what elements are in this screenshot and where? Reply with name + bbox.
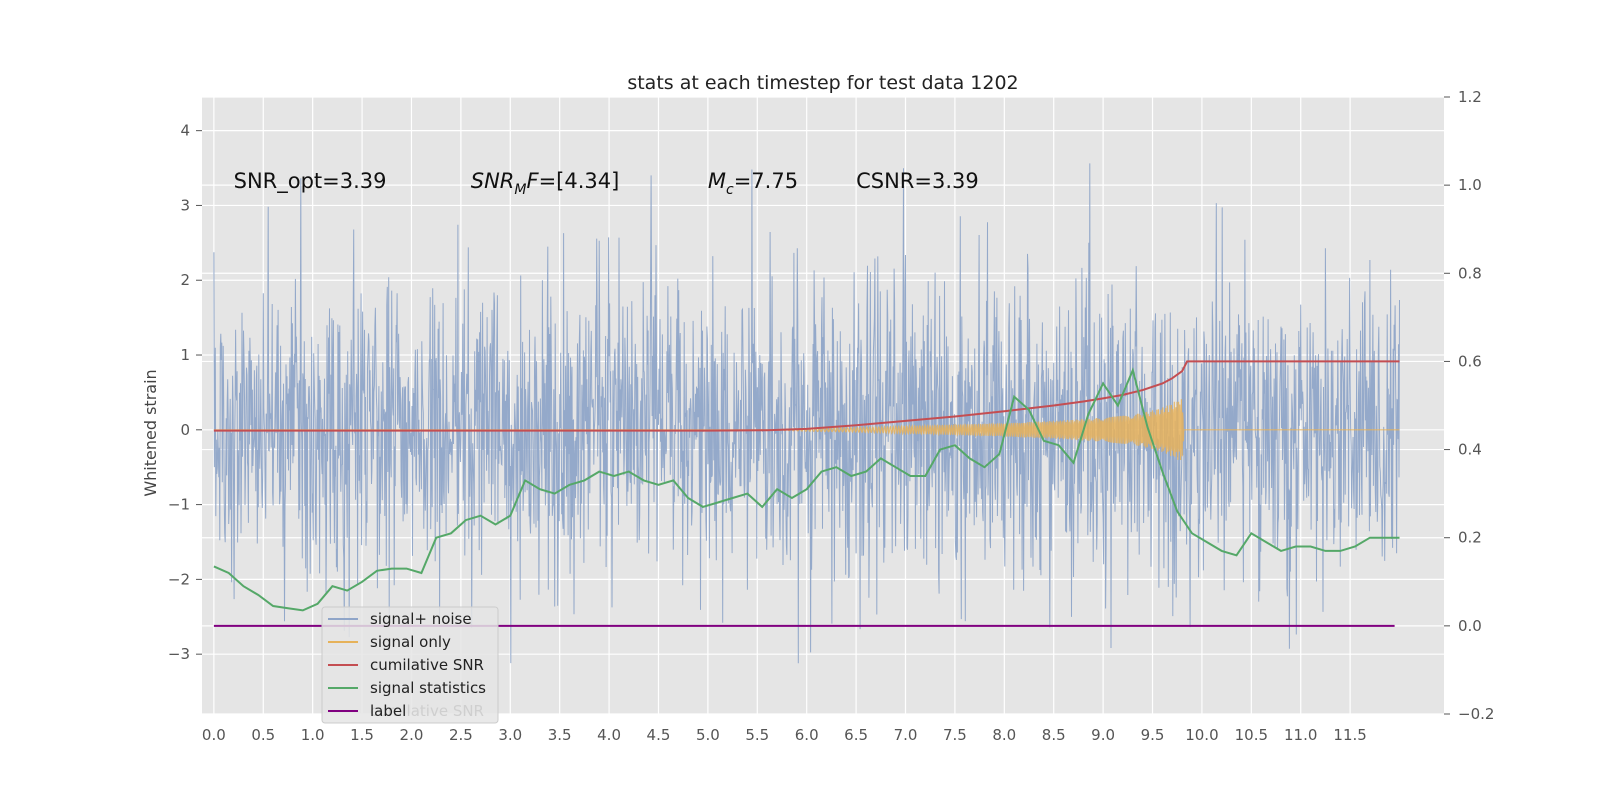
x-tick-label: 6.5	[844, 726, 868, 744]
y-tick-label: 3	[180, 196, 190, 214]
x-tick-label: 10.0	[1185, 726, 1218, 744]
x-tick-label: 8.5	[1042, 726, 1066, 744]
x-tick-label: 8.0	[992, 726, 1016, 744]
y-tick-label: 1	[180, 346, 190, 364]
x-tick-label: 5.0	[696, 726, 720, 744]
x-tick-label: 9.0	[1091, 726, 1115, 744]
y-right-tick-label: 0.8	[1458, 264, 1482, 282]
x-tick-label: 11.0	[1284, 726, 1317, 744]
x-tick-label: 3.5	[548, 726, 572, 744]
legend-label: signal+ noise	[370, 610, 472, 628]
ticks: 0.0 0.5 1.0 1.5 2.0 2.5 3.0 3.5 4.0 4.5 5.0 5.5 6.0 6…	[168, 88, 1495, 744]
x-tick-label: 3.0	[498, 726, 522, 744]
signal-noise-line	[213, 163, 1400, 664]
y-right-tick-label: −0.2	[1458, 705, 1494, 723]
y-tick-label: 0	[180, 421, 190, 439]
annotation-text: SNRMF=[4.34]	[471, 169, 620, 198]
x-tick-label: 7.0	[894, 726, 918, 744]
legend-label: label	[370, 702, 406, 720]
x-tick-label: 2.5	[449, 726, 473, 744]
y-right-tick-label: 1.2	[1458, 88, 1482, 106]
y-tick-label: 4	[180, 122, 190, 140]
y-right-tick-label: 1.0	[1458, 176, 1482, 194]
x-tick-label: 2.0	[400, 726, 424, 744]
x-tick-label: 6.0	[795, 726, 819, 744]
legend: cumilative SNR signal+ noise signal only cu…	[321, 606, 499, 724]
legend-label: signal statistics	[370, 679, 486, 697]
y-right-tick-label: 0.4	[1458, 441, 1482, 459]
x-tick-label: 0.5	[251, 726, 275, 744]
x-tick-label: 1.0	[301, 726, 325, 744]
x-tick-label: 0.0	[202, 726, 226, 744]
x-tick-label: 10.5	[1235, 726, 1268, 744]
annotation-text: CSNR=3.39	[856, 169, 979, 193]
legend-box	[321, 606, 499, 724]
legend-label: cumilative SNR	[370, 656, 484, 674]
y-tick-label: −1	[168, 496, 190, 514]
annotation-text: Mc=7.75	[708, 169, 798, 198]
signal-noise-series	[213, 163, 1400, 664]
annotation-text: SNR_opt=3.39	[234, 169, 387, 194]
y-axis-label: Whitened strain	[141, 369, 160, 496]
annotations: SNR_opt=3.39 SNRMF=[4.34] Mc=7.75 CSNR=3.39	[234, 169, 979, 198]
cumilative-snr-line	[213, 360, 1400, 432]
y-right-tick-label: 0.6	[1458, 352, 1482, 370]
y-right-tick-label: 0.0	[1458, 617, 1482, 635]
x-tick-label: 4.5	[647, 726, 671, 744]
x-tick-label: 9.5	[1141, 726, 1165, 744]
x-tick-label: 7.5	[943, 726, 967, 744]
y-right-tick-label: 0.2	[1458, 529, 1482, 547]
y-tick-label: −3	[168, 645, 190, 663]
x-tick-label: 1.5	[350, 726, 374, 744]
y-tick-label: 2	[180, 271, 190, 289]
chart-title: stats at each timestep for test data 120…	[627, 72, 1018, 94]
legend-label: signal only	[370, 633, 451, 651]
signal-statistics-line	[213, 367, 1400, 612]
x-tick-label: 11.5	[1333, 726, 1366, 744]
legend-hidden-label: cumilative SNR	[370, 702, 484, 720]
x-tick-label: 4.0	[597, 726, 621, 744]
y-tick-label: −2	[168, 570, 190, 588]
x-tick-label: 5.5	[745, 726, 769, 744]
